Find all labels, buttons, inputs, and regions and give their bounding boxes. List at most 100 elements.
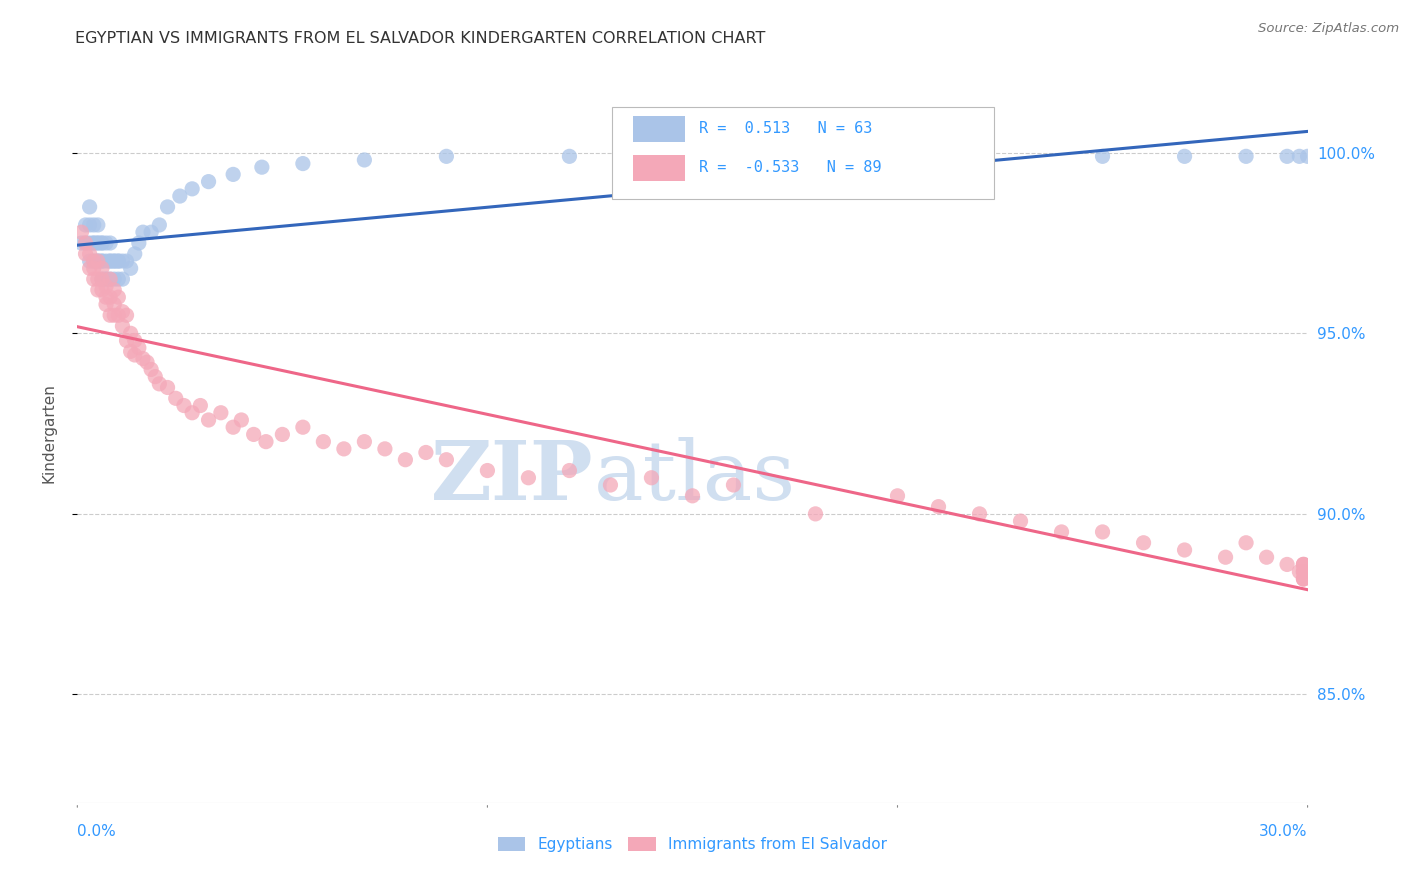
Point bbox=[111, 254, 134, 268]
Point bbox=[75, 247, 97, 261]
Point bbox=[969, 507, 991, 521]
Point bbox=[132, 225, 155, 239]
Point bbox=[173, 399, 195, 413]
Point bbox=[1296, 149, 1319, 163]
Point bbox=[94, 272, 117, 286]
Point bbox=[682, 149, 704, 163]
Point bbox=[128, 341, 150, 355]
Point bbox=[87, 272, 110, 286]
Point bbox=[477, 464, 499, 478]
Point bbox=[83, 235, 105, 250]
Point bbox=[188, 399, 212, 413]
Point bbox=[132, 351, 155, 366]
Point bbox=[87, 235, 110, 250]
Point bbox=[1132, 535, 1154, 549]
Point bbox=[90, 235, 114, 250]
Point bbox=[115, 308, 138, 322]
Point bbox=[111, 319, 134, 334]
Point bbox=[75, 235, 97, 250]
Point bbox=[1215, 550, 1237, 565]
Point bbox=[1234, 535, 1257, 549]
Point bbox=[804, 507, 827, 521]
Point bbox=[94, 290, 117, 304]
Point bbox=[1256, 550, 1278, 565]
Point bbox=[928, 500, 950, 514]
Point bbox=[103, 308, 125, 322]
Point bbox=[333, 442, 356, 456]
Point bbox=[353, 434, 375, 449]
Point bbox=[394, 452, 416, 467]
Point bbox=[98, 290, 121, 304]
Point bbox=[353, 153, 375, 167]
Bar bbox=[634, 155, 685, 181]
Point bbox=[115, 334, 138, 348]
Point bbox=[969, 149, 991, 163]
Point bbox=[107, 254, 129, 268]
Point bbox=[103, 283, 125, 297]
Point bbox=[87, 254, 110, 268]
Point bbox=[156, 200, 179, 214]
Point bbox=[70, 225, 93, 239]
Point bbox=[558, 149, 581, 163]
Point bbox=[209, 406, 232, 420]
Point bbox=[124, 247, 146, 261]
Point bbox=[94, 279, 117, 293]
Point bbox=[1010, 514, 1032, 528]
Text: atlas: atlas bbox=[595, 437, 796, 517]
Point bbox=[87, 254, 110, 268]
Point bbox=[169, 189, 191, 203]
Point bbox=[141, 225, 163, 239]
Bar bbox=[634, 116, 685, 142]
Point bbox=[312, 434, 335, 449]
Point bbox=[75, 218, 97, 232]
Point bbox=[1292, 558, 1315, 572]
Point bbox=[1174, 543, 1197, 558]
Point bbox=[90, 272, 114, 286]
Point bbox=[90, 235, 114, 250]
Point bbox=[1292, 558, 1315, 572]
Point bbox=[886, 489, 908, 503]
Point bbox=[103, 254, 125, 268]
Point bbox=[87, 218, 110, 232]
Point bbox=[94, 235, 117, 250]
Point bbox=[141, 362, 163, 376]
Point bbox=[1091, 149, 1114, 163]
Point bbox=[197, 175, 219, 189]
Point bbox=[1292, 572, 1315, 586]
Point bbox=[94, 272, 117, 286]
Point bbox=[87, 283, 110, 297]
Point bbox=[98, 235, 121, 250]
Point bbox=[197, 413, 219, 427]
Point bbox=[90, 261, 114, 276]
Point bbox=[79, 235, 101, 250]
Point bbox=[79, 218, 101, 232]
Point bbox=[83, 254, 105, 268]
Point bbox=[103, 297, 125, 311]
Point bbox=[83, 272, 105, 286]
Point bbox=[87, 235, 110, 250]
Point bbox=[415, 445, 437, 459]
Point bbox=[107, 308, 129, 322]
Point bbox=[90, 283, 114, 297]
Point bbox=[79, 247, 101, 261]
Point bbox=[436, 452, 458, 467]
Legend: Egyptians, Immigrants from El Salvador: Egyptians, Immigrants from El Salvador bbox=[492, 830, 893, 858]
Point bbox=[599, 478, 621, 492]
Point bbox=[558, 464, 581, 478]
Point bbox=[222, 420, 245, 434]
Point bbox=[1292, 572, 1315, 586]
Point bbox=[98, 308, 121, 322]
Text: R =  -0.533   N = 89: R = -0.533 N = 89 bbox=[699, 160, 882, 175]
FancyBboxPatch shape bbox=[613, 107, 994, 200]
Text: Source: ZipAtlas.com: Source: ZipAtlas.com bbox=[1258, 22, 1399, 36]
Text: EGYPTIAN VS IMMIGRANTS FROM EL SALVADOR KINDERGARTEN CORRELATION CHART: EGYPTIAN VS IMMIGRANTS FROM EL SALVADOR … bbox=[75, 31, 765, 46]
Point bbox=[94, 254, 117, 268]
Point bbox=[103, 272, 125, 286]
Point bbox=[242, 427, 264, 442]
Point bbox=[90, 254, 114, 268]
Point bbox=[436, 149, 458, 163]
Point bbox=[291, 420, 314, 434]
Point bbox=[181, 182, 204, 196]
Point bbox=[136, 355, 159, 369]
Point bbox=[271, 427, 294, 442]
